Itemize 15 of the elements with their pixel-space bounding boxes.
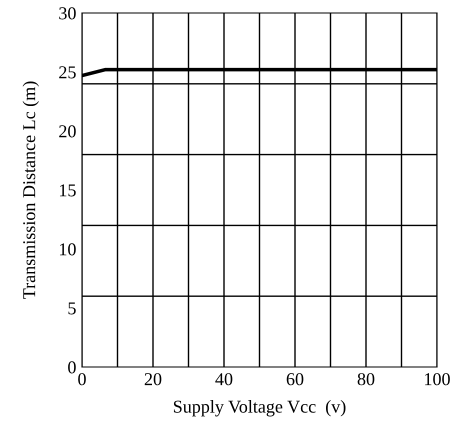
y-tick-label: 15 [60, 184, 76, 196]
x-axis-title: Supply Voltage Vcc (v) [174, 400, 346, 416]
y-axis-title: Transmission Distance Lc (m) [22, 82, 39, 299]
y-tick-label: 25 [59, 66, 76, 78]
y-tick-label: 20 [59, 125, 76, 138]
x-tick-label: 20 [144, 373, 162, 386]
x-tick-label: 0 [78, 373, 86, 386]
y-tick-label: 0 [68, 361, 76, 374]
y-tick-label: 5 [68, 302, 76, 314]
x-tick-label: 80 [358, 373, 374, 386]
x-tick-label: 40 [215, 373, 232, 386]
x-tick-label: 100 [425, 373, 450, 386]
y-tick-label: 30 [59, 7, 76, 20]
x-tick-label: 60 [286, 373, 304, 386]
y-tick-label: 10 [60, 243, 76, 256]
